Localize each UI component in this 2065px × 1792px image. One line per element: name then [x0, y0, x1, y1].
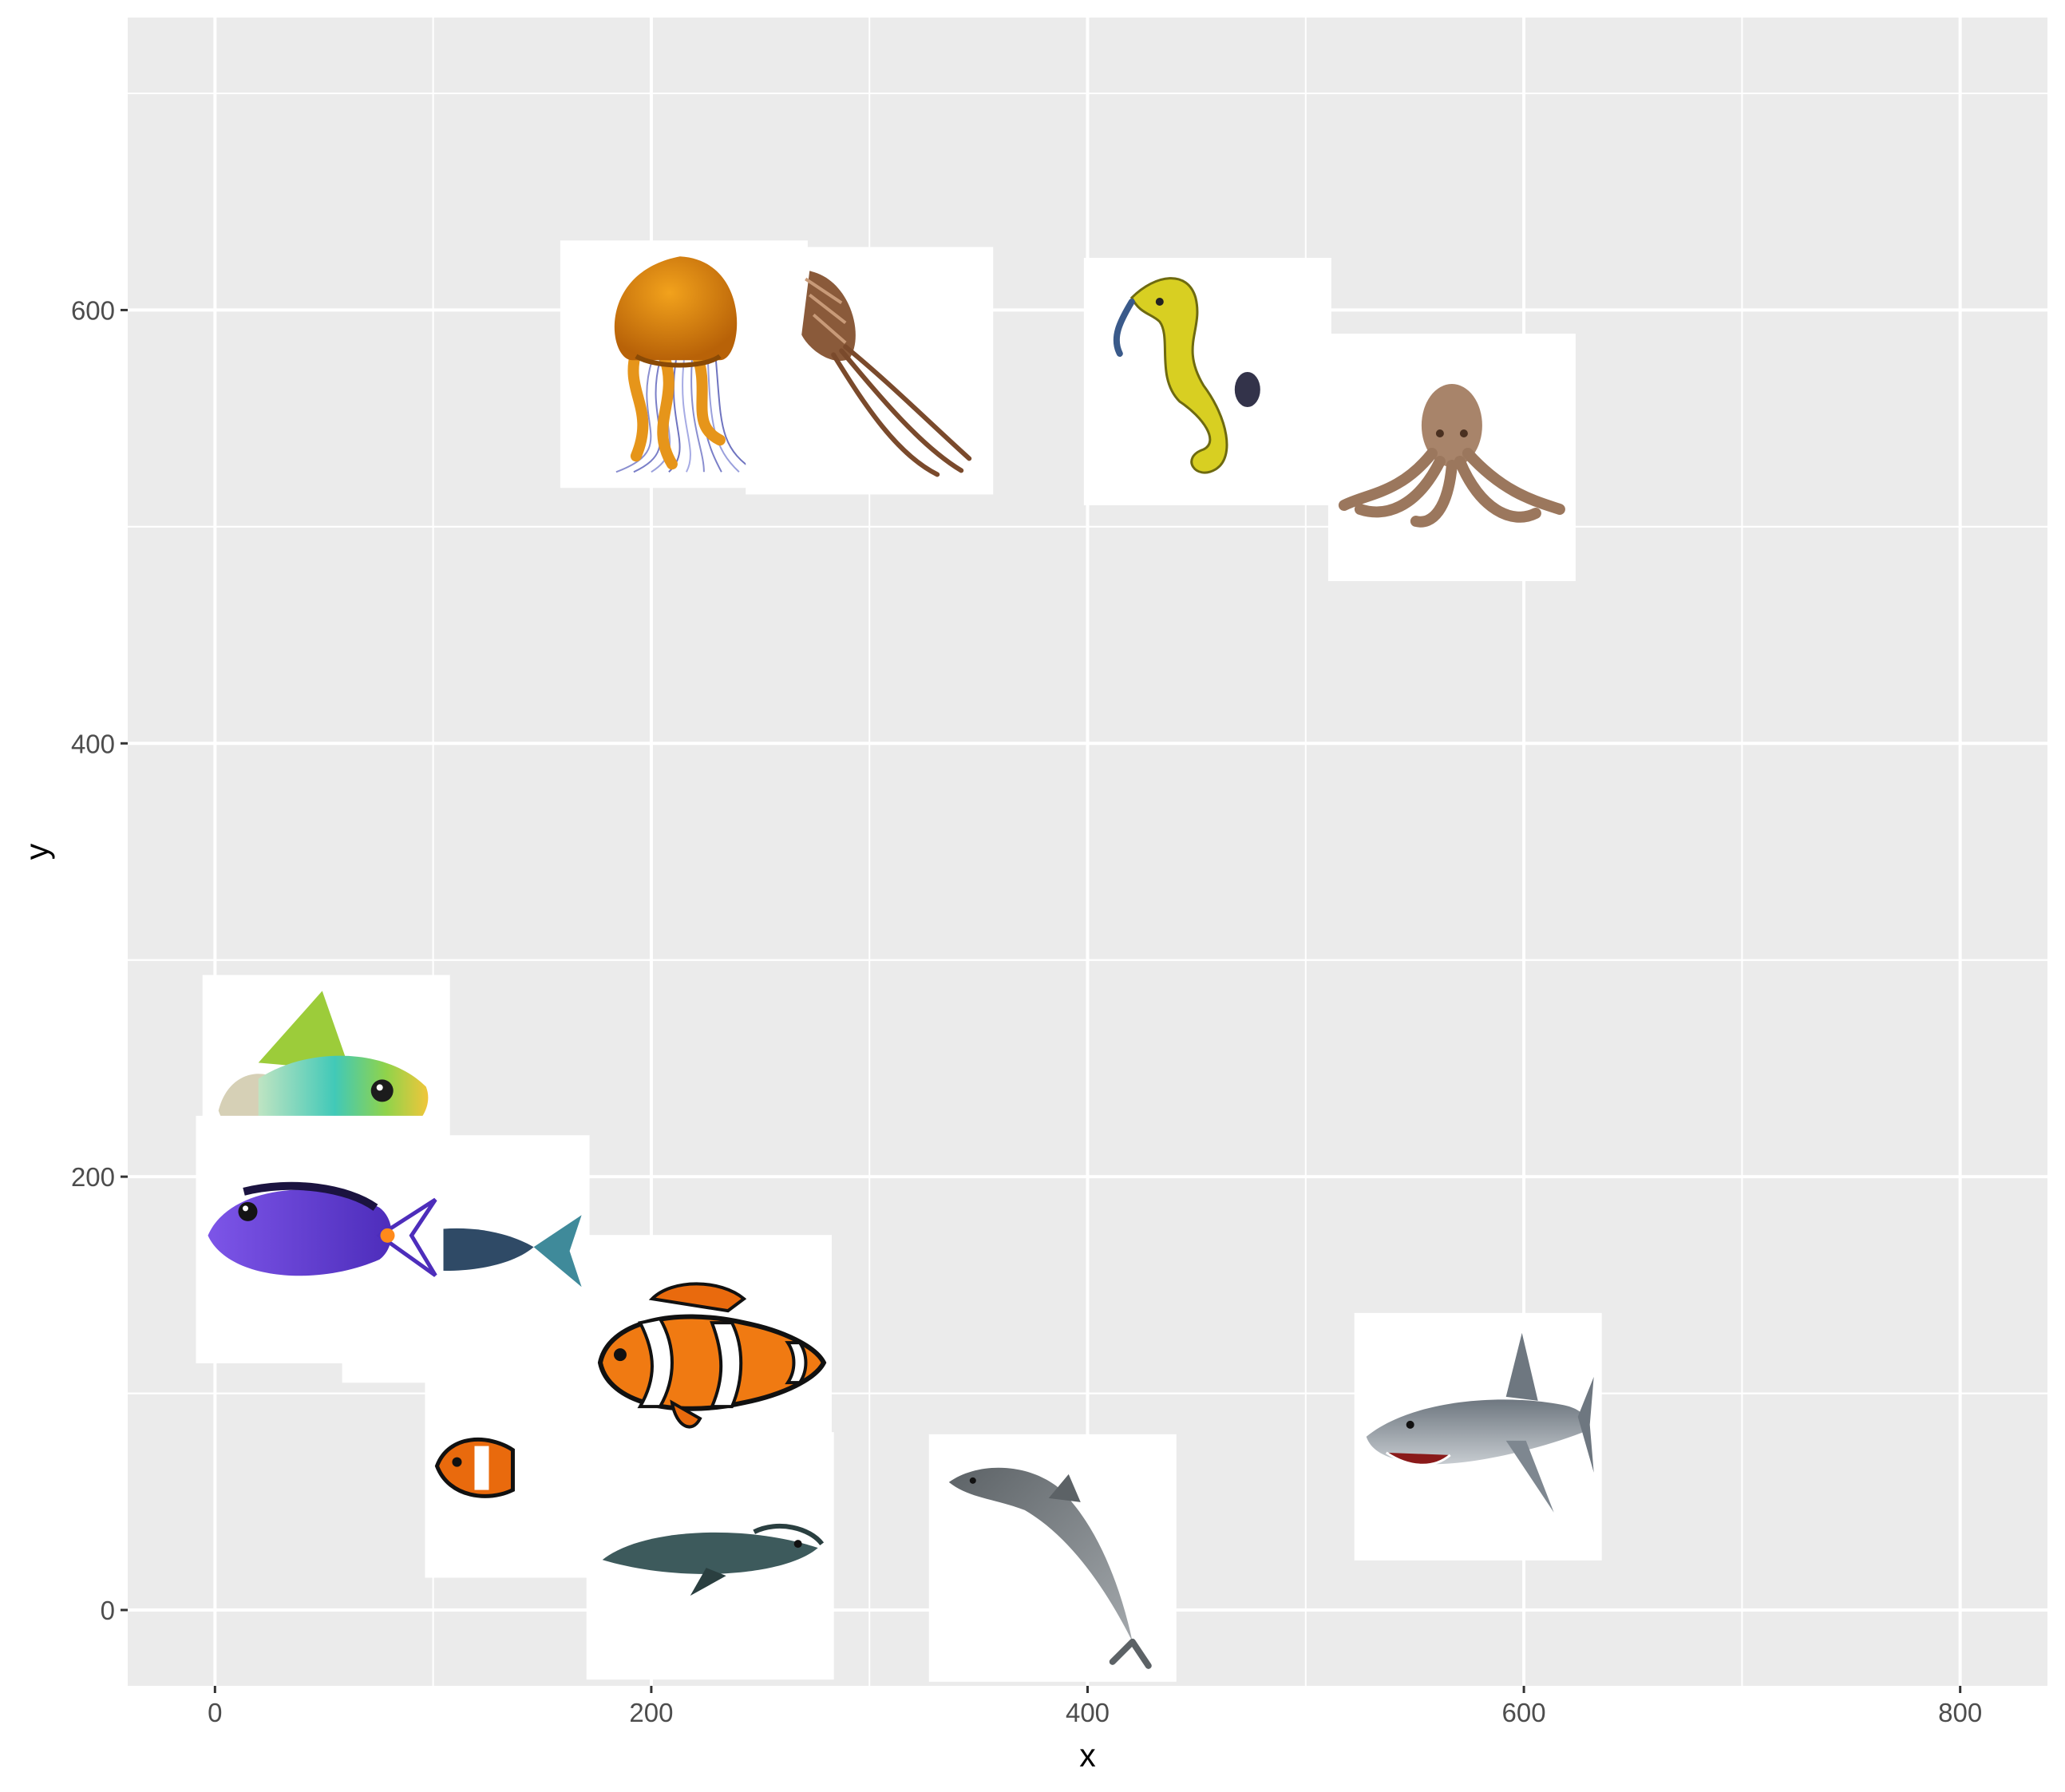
seahorse-icon — [1083, 258, 1331, 505]
y-tick-label: 400 — [71, 729, 115, 758]
y-axis-title: y — [18, 843, 55, 860]
clownfish-icon — [584, 1235, 832, 1483]
dolphin-icon — [928, 1434, 1177, 1682]
axis-ticks: 0 200 400 600 800 0 200 400 600 — [71, 295, 1982, 1727]
y-tick-label: 200 — [71, 1162, 115, 1192]
x-tick-label: 400 — [1066, 1698, 1110, 1727]
y-tick-label: 0 — [101, 1596, 115, 1625]
x-tick-label: 600 — [1502, 1698, 1546, 1727]
x-tick-label: 800 — [1938, 1698, 1982, 1727]
blue-tang-fish-icon — [196, 1115, 444, 1363]
y-tick-label: 600 — [71, 295, 115, 325]
x-axis-title: x — [1079, 1737, 1096, 1774]
shark-icon — [1354, 1312, 1602, 1561]
octopus-icon — [1327, 334, 1576, 581]
x-tick-label: 200 — [629, 1698, 673, 1727]
x-tick-label: 0 — [208, 1698, 222, 1727]
squid-icon — [746, 247, 994, 495]
data-points — [196, 240, 1602, 1682]
